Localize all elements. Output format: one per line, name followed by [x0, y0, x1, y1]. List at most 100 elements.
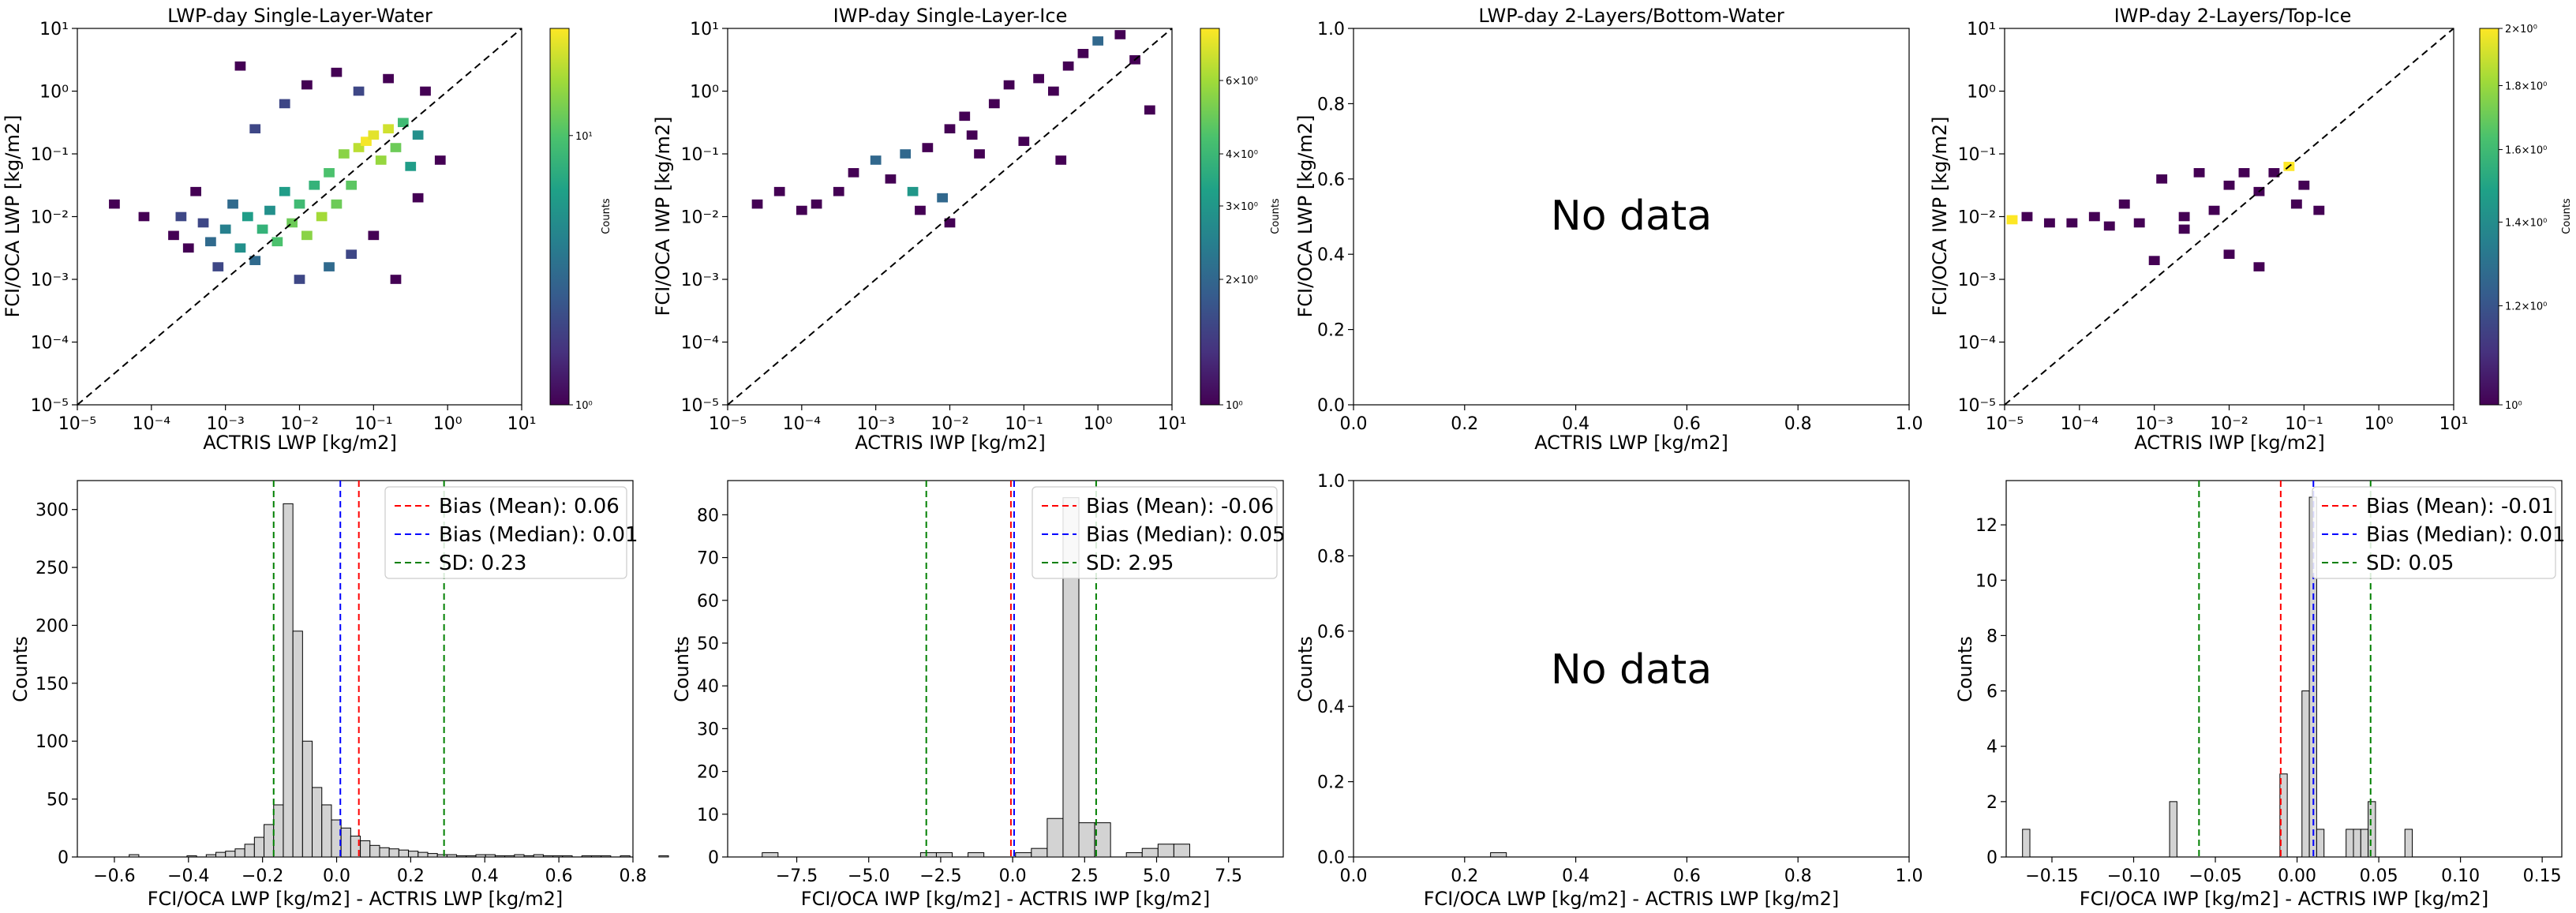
heatmap-cell — [301, 80, 313, 90]
x-tick-label: −0.05 — [2188, 866, 2241, 886]
x-tick-label: 0.10 — [2441, 866, 2480, 886]
heatmap-cell — [249, 256, 261, 265]
x-tick-label: −0.15 — [2025, 866, 2078, 886]
histogram-bar — [2368, 801, 2376, 858]
x-tick-label: 10⁰ — [433, 414, 462, 434]
histogram-bar — [2022, 829, 2031, 858]
heatmap-cell — [848, 168, 859, 178]
legend-label: Bias (Mean): -0.01 — [2366, 495, 2554, 518]
x-tick-label: 10⁻³ — [206, 414, 244, 434]
heatmap-cell — [249, 124, 261, 134]
heatmap-cell — [2066, 218, 2078, 228]
heatmap-cell — [361, 137, 372, 146]
heatmap-cell — [331, 67, 343, 77]
y-tick-label: 50 — [47, 791, 69, 810]
heatmap-cell — [907, 186, 919, 196]
histogram-bar — [301, 740, 313, 858]
colorbar-tick-label: 10⁰ — [575, 400, 593, 412]
x-tick-label: 0.8 — [1784, 866, 1812, 886]
x-tick-label: 10⁻² — [930, 414, 968, 434]
histogram-bar — [968, 852, 985, 858]
x-tick-label: 0.05 — [2360, 866, 2398, 886]
chart-title: IWP-day Single-Layer-Ice — [833, 5, 1068, 27]
x-tick-label: 10⁻² — [280, 414, 318, 434]
histogram-bar — [1094, 822, 1111, 858]
heatmap-cell — [294, 275, 305, 284]
y-tick-label: 10⁻³ — [1958, 271, 1996, 290]
histogram-bar — [542, 855, 554, 858]
y-axis-label: Counts — [1954, 636, 1976, 702]
heatmap-cell — [390, 275, 402, 284]
histogram-bar — [475, 854, 486, 858]
heatmap-cell — [227, 199, 238, 209]
heatmap-cell — [383, 124, 394, 134]
colorbar-label: Counts — [601, 198, 612, 234]
legend-label: Bias (Median): 0.01 — [439, 523, 638, 547]
heatmap-cell — [279, 99, 290, 109]
heatmap-cell — [1077, 48, 1089, 58]
heatmap-cell — [1048, 86, 1059, 96]
histogram-bar — [129, 854, 140, 858]
histogram-bar — [514, 854, 525, 858]
x-tick-label: 10⁻³ — [856, 414, 894, 434]
histogram-bar — [312, 787, 323, 858]
heatmap-cell — [1144, 105, 1155, 115]
x-tick-label: 7.5 — [1215, 866, 1242, 886]
y-tick-label: 40 — [697, 677, 719, 697]
y-tick-label: 20 — [697, 763, 719, 783]
heatmap-cell — [1092, 36, 1104, 46]
legend-box — [1032, 486, 1278, 579]
y-tick-label: 10⁰ — [39, 83, 69, 103]
x-axis-label: ACTRIS LWP [kg/m2] — [203, 432, 397, 454]
x-tick-label: 2.5 — [1071, 866, 1099, 886]
x-tick-label: 1.0 — [1896, 866, 1923, 886]
heatmap-cell — [353, 86, 365, 96]
histogram-bar — [417, 851, 429, 858]
heatmap-cell — [234, 61, 246, 71]
heatmap-cell — [773, 186, 785, 196]
heatmap-cell — [405, 162, 417, 171]
histogram-bar — [186, 855, 197, 858]
colorbar-label: Counts — [1270, 198, 1282, 234]
heatmap-cell — [205, 237, 216, 247]
y-tick-label: 10¹ — [690, 20, 719, 39]
heatmap-cell — [219, 224, 231, 234]
colorbar-tick-label: 1.8×10⁰ — [2505, 81, 2547, 93]
y-tick-label: 12 — [1975, 516, 1998, 536]
y-axis-label: Counts — [671, 636, 693, 702]
histogram-bar — [658, 855, 669, 858]
heatmap-cell — [168, 230, 179, 241]
legend-label: SD: 2.95 — [1086, 552, 1174, 575]
y-tick-label: 300 — [36, 501, 69, 521]
x-tick-label: 0.8 — [620, 866, 647, 886]
x-tick-label: 0.6 — [1673, 414, 1701, 434]
heatmap-cell — [2021, 211, 2033, 222]
colorbar-tick-label: 1.4×10⁰ — [2505, 217, 2547, 229]
panel-iwp-single-layer-ice: IWP-day Single-Layer-Ice 10⁻⁵ 10⁻⁴ 10⁻³ 10⁻… — [652, 5, 1282, 454]
heatmap-cell — [2193, 168, 2205, 178]
y-axis-label: FCI/OCA LWP [kg/m2] — [1294, 114, 1316, 317]
x-tick-label: 10⁻³ — [2135, 414, 2173, 434]
heatmap-cell — [1062, 61, 1074, 71]
y-tick-label: 1.0 — [1317, 472, 1345, 492]
legend-label: Bias (Mean): 0.06 — [439, 495, 620, 518]
heatmap-cell — [368, 230, 380, 241]
x-axis-label: FCI/OCA IWP [kg/m2] - ACTRIS IWP [kg/m2] — [2080, 888, 2488, 910]
x-axis-label: FCI/OCA LWP [kg/m2] - ACTRIS LWP [kg/m2] — [1424, 888, 1840, 910]
y-tick-label: 0 — [1986, 848, 1998, 868]
colorbar — [1200, 28, 1220, 406]
heatmap-cell — [2253, 262, 2265, 271]
heatmap-cell — [316, 211, 328, 222]
x-tick-label: 0.0 — [1340, 866, 1368, 886]
heatmap-cell — [412, 193, 424, 203]
histogram-bar — [244, 844, 255, 858]
x-tick-label: 10⁻⁴ — [783, 414, 822, 434]
heatmap-cell — [324, 168, 335, 178]
x-tick-label: 0.15 — [2523, 866, 2562, 886]
y-tick-label: 0.0 — [1317, 848, 1345, 868]
y-axis-label: FCI/OCA LWP [kg/m2] — [2, 114, 24, 317]
heatmap-cell — [353, 143, 365, 152]
histogram-bar — [1046, 818, 1064, 858]
x-tick-label: 0.8 — [1784, 414, 1812, 434]
heatmap-cell — [242, 211, 253, 222]
